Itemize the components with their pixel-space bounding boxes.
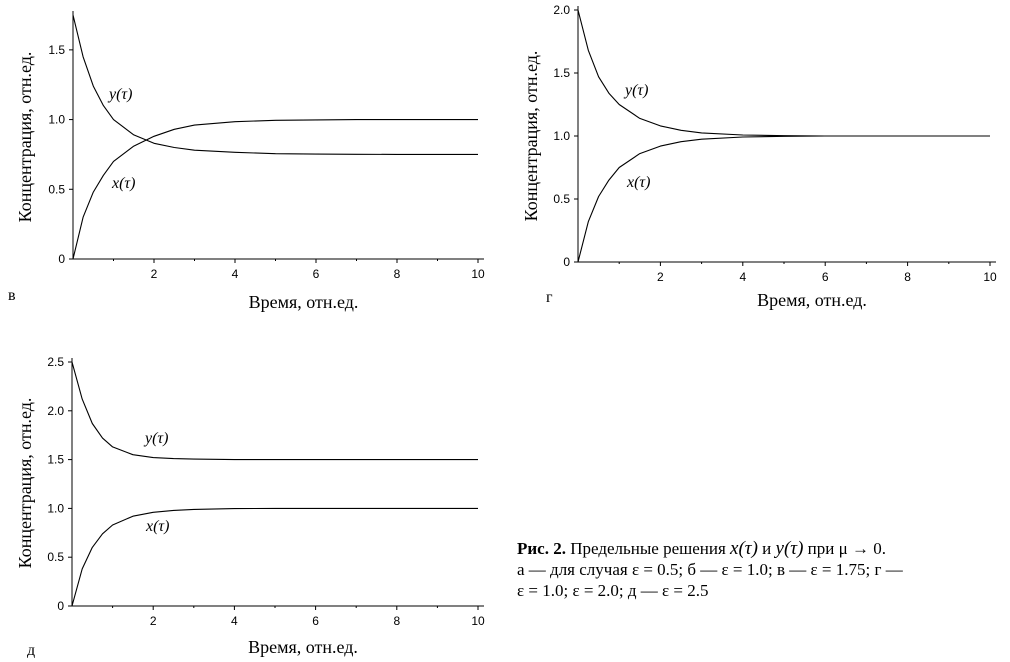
y-axis-label: Концентрация, отн.ед. [15,52,35,223]
x-tick-label: 8 [904,270,911,284]
y-tick-label: 1.5 [47,453,64,467]
panel-letter: в [8,287,16,304]
caption-text-2: при [803,539,839,558]
series-label-y: y(τ) [623,82,648,99]
y-tick-label: 1.0 [553,129,570,143]
y-tick-label: 2.5 [47,355,64,369]
caption-mu-expr: μ → 0. [838,539,886,558]
series-line-y [577,9,990,137]
y-tick-label: 0 [57,599,64,613]
y-tick-label: 0.5 [47,550,64,564]
x-tick-label: 8 [393,614,400,628]
series-label-y: y(τ) [143,430,168,447]
x-tick-label: 2 [151,267,158,281]
chart-panel-g: 2 4 6 8 10 0 0.5 1.0 1.5 2.0 y(τ) x(τ) Время, отн.ед… [521,3,997,310]
y-tick-label: 0.5 [553,192,570,206]
x-axis-label: Время, отн.ед. [248,637,358,657]
chart-panel-d: 2 4 6 8 10 0 0.5 1.0 1.5 2.0 2.5 y(τ) x(τ) Время, отн… [15,355,485,659]
x-axis-label: Время, отн.ед. [757,290,867,310]
y-tick-label: 1.5 [48,43,65,57]
series-line-x [72,119,478,260]
x-axis-label: Время, отн.ед. [249,292,359,312]
x-tick-label: 10 [471,267,485,281]
x-tick-label: 10 [983,270,997,284]
series-line-y [71,361,478,461]
series-line-x [71,507,478,607]
figure-caption: Рис. 2. Предельные решения x(τ) и y(τ) п… [517,538,997,601]
y-tick-label: 0 [58,252,65,266]
series-label-y: y(τ) [107,86,132,103]
y-axis-label: Концентрация, отн.ед. [521,51,541,222]
caption-title: Рис. 2. [517,539,566,558]
x-tick-label: 6 [312,614,319,628]
series-label-x: x(τ) [111,175,135,192]
x-tick-label: 8 [394,267,401,281]
caption-text-1: Предельные решения [565,539,731,558]
x-tick-label: 10 [471,614,485,628]
caption-line-2: а — для случая ε = 0.5; б — ε = 1.0; в —… [517,560,903,579]
caption-line-3: ε = 1.0; ε = 2.0; д — ε = 2.5 [517,581,709,600]
chart-panel-v: 2 4 6 8 10 0 0.5 1.0 1.5 y(τ) x(τ) Время, отн.ед. Ко… [8,11,485,312]
caption-line-1: Рис. 2. Предельные решения x(τ) и y(τ) п… [517,538,997,559]
x-tick-label: 6 [313,267,320,281]
caption-x-expr: x(τ) [730,538,758,559]
series-line-y [72,14,478,155]
x-tick-label: 4 [232,267,239,281]
caption-and: и [757,539,776,558]
x-tick-label: 2 [150,614,157,628]
series-label-x: x(τ) [626,174,650,191]
y-tick-label: 0 [563,255,570,269]
y-tick-label: 1.0 [47,501,64,515]
y-tick-label: 1.0 [48,113,65,127]
x-tick-label: 6 [822,270,829,284]
panel-letter: г [546,289,553,306]
y-tick-label: 0.5 [48,182,65,196]
series-line-x [577,135,990,263]
x-tick-label: 4 [231,614,238,628]
y-tick-label: 2.0 [553,3,570,17]
series-label-x: x(τ) [145,518,169,535]
y-tick-label: 2.0 [47,404,64,418]
caption-y-expr: y(τ) [775,538,804,559]
y-axis-label: Концентрация, отн.ед. [15,398,35,569]
x-tick-label: 4 [739,270,746,284]
y-tick-label: 1.5 [553,66,570,80]
panel-letter: д [27,642,35,659]
x-tick-label: 2 [657,270,664,284]
